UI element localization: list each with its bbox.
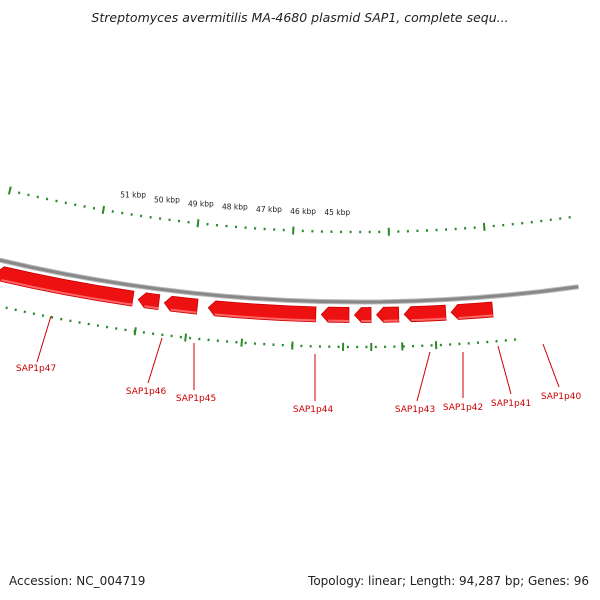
gene-arrow-highlight [214, 313, 316, 322]
gene-arrow [0, 266, 135, 307]
inner-major-tick [240, 338, 244, 347]
gene-label: SAP1p46 [126, 387, 167, 397]
inner-tick-ring [5, 306, 517, 351]
gene-leader-line [416, 351, 431, 402]
scale-label: 51 kbp [120, 191, 146, 200]
gene-arrow-highlight [170, 308, 197, 314]
gene-arrow-highlight [0, 278, 133, 306]
gene-label: SAP1p43 [395, 405, 435, 415]
outer-minor-tick [45, 197, 49, 201]
gene-label: SAP1p45 [176, 394, 216, 404]
gene-arrow-highlight [458, 314, 494, 319]
gene-leader-line [497, 345, 512, 395]
inner-major-tick [184, 333, 188, 342]
gene-leader-line [147, 337, 163, 384]
gene-track [0, 266, 494, 323]
outer-major-tick [196, 219, 200, 228]
gene-labels: SAP1p47 SAP1p46 SAP1p45 SAP1p44 SAP1p43 SAP1p… [16, 315, 582, 415]
gene-leader-line [542, 343, 560, 388]
scale-label: 48 kbp [222, 203, 248, 212]
gene-arrow-highlight [411, 317, 446, 322]
outer-tick-ring [7, 186, 571, 236]
outer-minor-tick [27, 193, 30, 197]
backbone-line [0, 258, 579, 304]
gene-label: SAP1p44 [293, 405, 334, 415]
inner-major-tick [133, 327, 137, 336]
sequence-backbone [0, 257, 579, 305]
gene-label: SAP1p42 [443, 403, 483, 413]
scale-label: 50 kbp [154, 195, 180, 204]
scale-labels: 51 kbp 50 kbp 49 kbp 48 kbp 47 kbp 46 kbp 45 k… [120, 191, 350, 217]
outer-major-tick [482, 222, 486, 231]
gene-leader-line [36, 315, 52, 363]
gene-arrow [353, 307, 372, 323]
gene-arrow [450, 301, 494, 320]
gene-label: SAP1p47 [16, 364, 56, 374]
outer-major-tick [7, 186, 12, 195]
gene-arrow [376, 306, 400, 323]
outer-minor-tick [36, 195, 40, 199]
sequence-summary: Topology: linear; Length: 94,287 bp; Gen… [308, 574, 589, 588]
gene-arrow [320, 306, 350, 323]
scale-label: 45 kbp [324, 208, 350, 217]
gene-label: SAP1p41 [491, 399, 531, 409]
gene-label: SAP1p40 [541, 392, 582, 402]
inner-minor-tick [14, 308, 17, 312]
inner-minor-tick [5, 306, 8, 310]
scale-label: 49 kbp [188, 199, 214, 208]
accession-text: Accession: NC_004719 [9, 574, 146, 588]
gene-arrow-highlight [144, 305, 159, 310]
scale-label: 46 kbp [290, 207, 316, 216]
outer-minor-tick [17, 191, 21, 195]
map-title: Streptomyces avermitilis MA-4680 plasmid… [91, 10, 509, 25]
gene-arrow [403, 304, 447, 323]
gene-arrow [137, 292, 161, 311]
outer-major-tick [101, 205, 106, 215]
scale-label: 47 kbp [256, 205, 282, 214]
